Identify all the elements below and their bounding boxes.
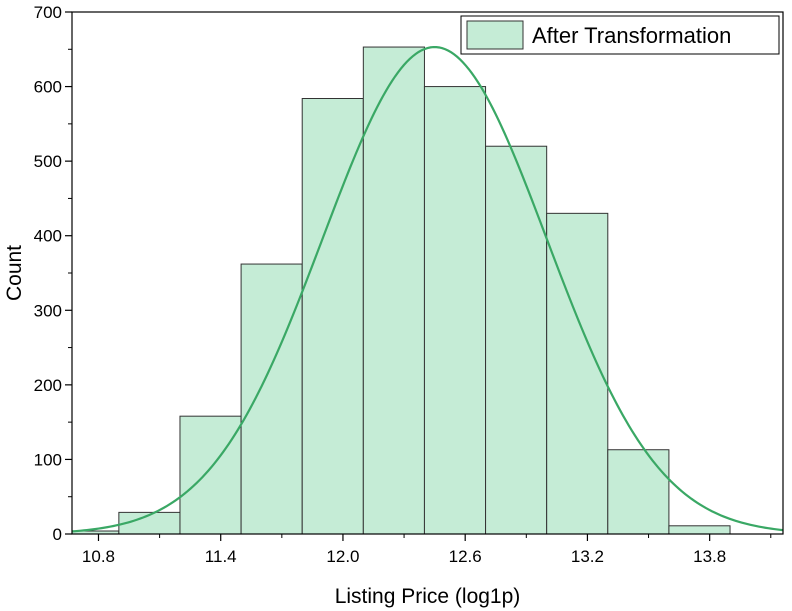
histogram-bar (668, 525, 731, 534)
x-axis: 10.8 11.4 12.0 12.6 13.2 13.8 (82, 534, 772, 566)
x-tick-label: 12.0 (326, 547, 359, 566)
y-axis-title: Count (3, 245, 26, 301)
legend-label: After Transformation (532, 23, 731, 48)
y-tick-label: 300 (34, 301, 62, 320)
histogram-bar (179, 415, 242, 534)
y-tick-label: 600 (34, 78, 62, 97)
x-tick-label: 12.6 (449, 547, 482, 566)
x-tick-label: 11.4 (205, 547, 237, 566)
y-tick-label: 0 (53, 525, 62, 544)
histogram-bar (423, 86, 487, 534)
legend-swatch (466, 20, 524, 50)
y-tick-label: 100 (34, 450, 62, 469)
histogram-bar (0, 533, 58, 534)
bars-group (0, 46, 731, 534)
histogram-bar (362, 46, 425, 534)
x-tick-label: 13.8 (693, 547, 726, 566)
histogram-bar (301, 98, 364, 534)
y-tick-label: 700 (34, 3, 62, 22)
histogram-bar (240, 263, 303, 534)
histogram-bar (607, 449, 670, 534)
x-axis-title: Listing Price (log1p) (335, 585, 521, 608)
legend: After Transformation (460, 15, 780, 55)
fit-curve-line (72, 45, 783, 533)
histogram-bar (485, 145, 548, 534)
y-tick-label: 200 (34, 376, 62, 395)
y-tick-label: 400 (34, 227, 62, 246)
x-tick-label: 10.8 (82, 547, 115, 566)
x-tick-label: 13.2 (571, 547, 604, 566)
y-axis: 0 100 200 300 400 500 600 700 (34, 3, 72, 544)
y-tick-label: 500 (34, 152, 62, 171)
